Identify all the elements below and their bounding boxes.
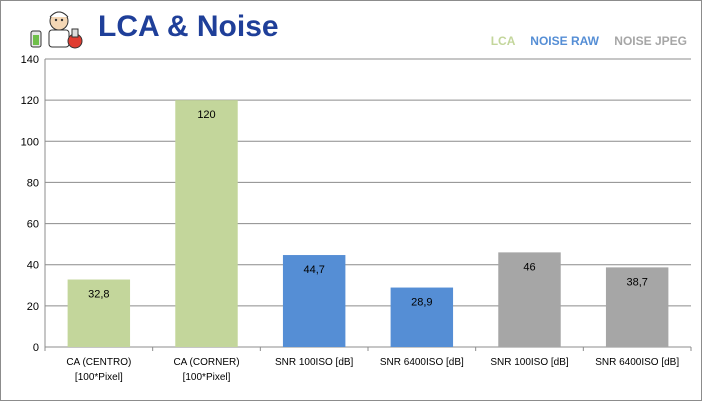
x-tick-label: [100*Pixel] [75, 372, 123, 383]
bar [175, 100, 238, 348]
legend-item-noise-jpeg: NOISE JPEG [614, 34, 687, 48]
y-tick-label: 0 [33, 342, 39, 354]
x-tick-label: SNR 6400ISO [dB] [595, 357, 679, 368]
y-tick-label: 80 [27, 177, 39, 189]
bar [605, 267, 669, 347]
bar [67, 279, 131, 347]
bar [282, 255, 346, 347]
y-tick-label: 60 [27, 219, 39, 231]
bar [390, 287, 454, 347]
x-tick-label: SNR 6400ISO [dB] [380, 357, 464, 368]
y-tick-label: 20 [27, 301, 39, 313]
data-label: 120 [197, 109, 215, 121]
y-tick-label: 140 [21, 54, 39, 66]
x-tick-label: CA (CENTRO) [66, 357, 131, 368]
legend: LCA NOISE RAW NOISE JPEG [479, 33, 687, 49]
data-label: 28,9 [411, 297, 432, 309]
x-tick-label: SNR 100ISO [dB] [275, 357, 354, 368]
chart-title: LCA & Noise [98, 10, 279, 43]
x-tick-label: [100*Pixel] [183, 372, 231, 383]
y-tick-label: 40 [27, 260, 39, 272]
scientist-logo-icon [30, 11, 83, 49]
data-label: 38,7 [626, 276, 647, 288]
x-tick-label: CA (CORNER) [173, 357, 239, 368]
y-tick-label: 100 [21, 136, 39, 148]
bar [498, 252, 561, 347]
legend-item-noise-raw: NOISE RAW [530, 34, 599, 48]
data-label: 32,8 [88, 289, 109, 301]
data-label: 46 [523, 261, 535, 273]
data-label: 44,7 [303, 264, 324, 276]
legend-item-lca: LCA [490, 34, 515, 48]
x-tick-label: SNR 100ISO [dB] [490, 357, 569, 368]
y-tick-label: 120 [21, 95, 39, 107]
